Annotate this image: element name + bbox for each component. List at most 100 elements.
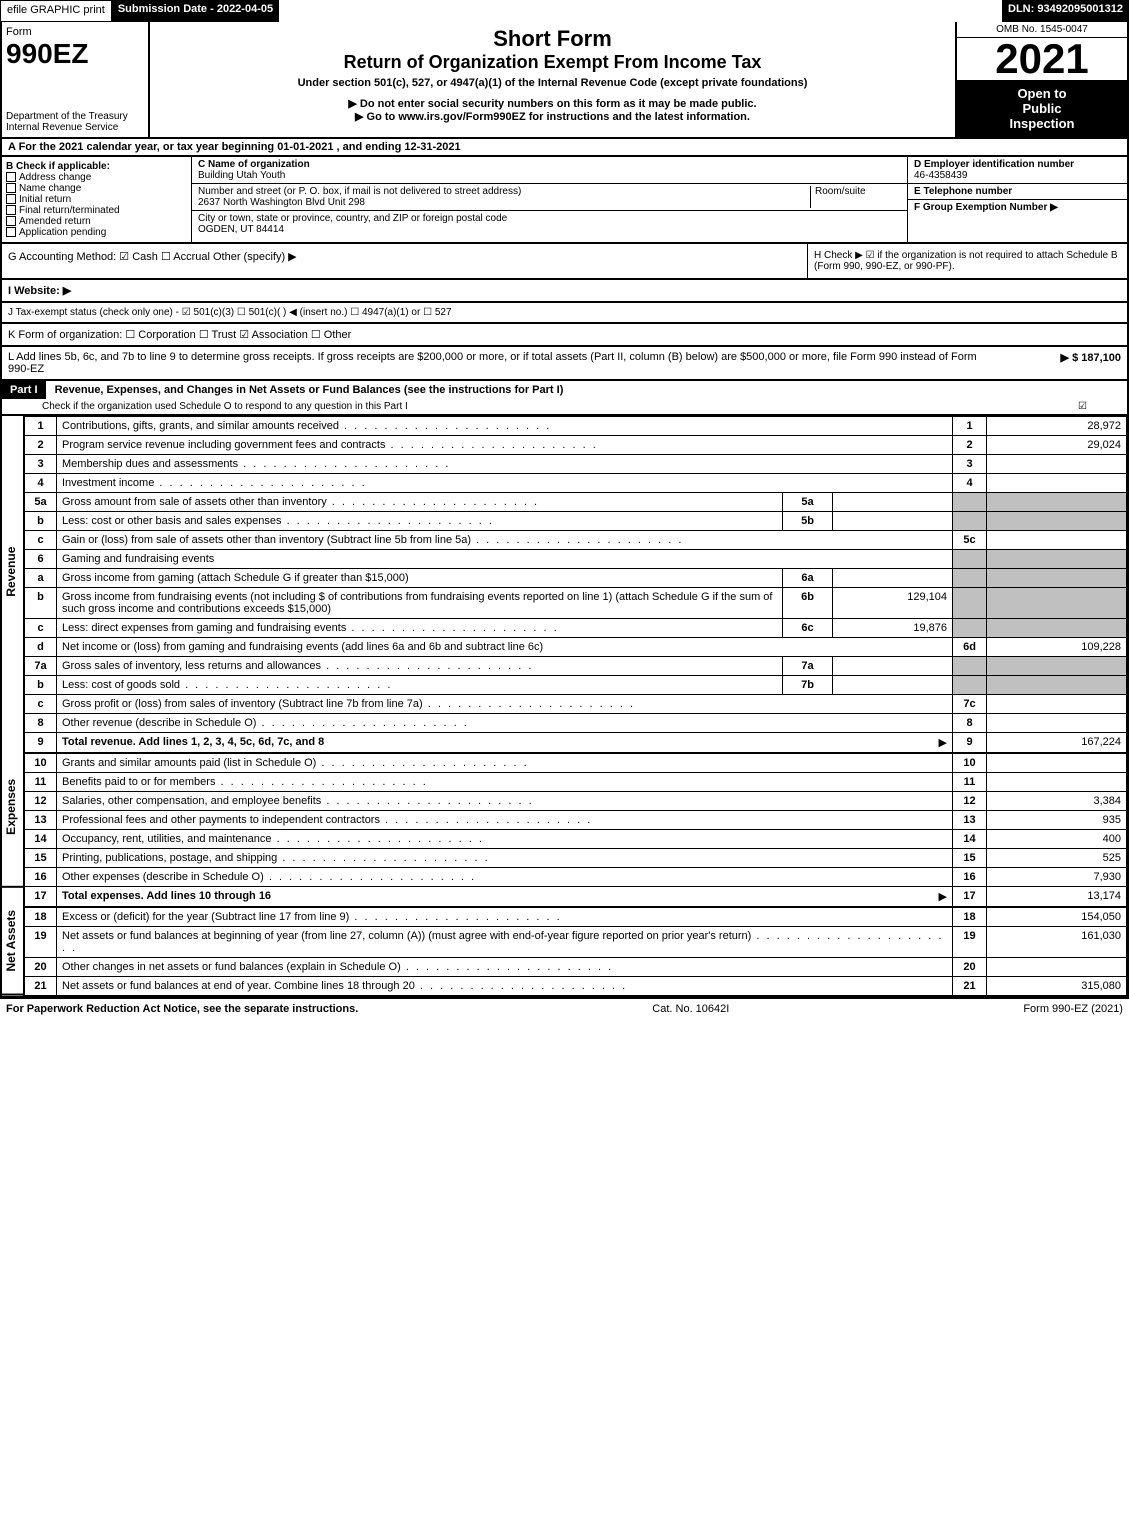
open-line2: Public xyxy=(963,101,1121,116)
line-desc: Investment income xyxy=(57,474,953,493)
line-ref: 2 xyxy=(953,436,987,455)
line-desc: Salaries, other compensation, and employ… xyxy=(57,792,953,811)
f-label: F Group Exemption Number ▶ xyxy=(914,202,1058,213)
expenses-sidelabel: Expenses xyxy=(2,728,23,888)
line-desc-bold: Total expenses. Add lines 10 through 16 xyxy=(62,890,271,902)
line-desc: Program service revenue including govern… xyxy=(57,436,953,455)
g-accounting: G Accounting Method: ☑ Cash ☐ Accrual Ot… xyxy=(2,244,807,278)
line-desc: Professional fees and other payments to … xyxy=(57,811,953,830)
footer-catno: Cat. No. 10642I xyxy=(652,1003,729,1015)
checkbox-icon[interactable] xyxy=(6,172,16,182)
l-text: L Add lines 5b, 6c, and 7b to line 9 to … xyxy=(8,351,1001,375)
line-desc: Less: direct expenses from gaming and fu… xyxy=(57,619,783,638)
line-amt xyxy=(987,773,1127,792)
shaded-cell xyxy=(987,619,1127,638)
line-ref: 17 xyxy=(953,887,987,908)
line-num: 6 xyxy=(25,550,57,569)
line-amt: 525 xyxy=(987,849,1127,868)
checkbox-icon[interactable] xyxy=(6,216,16,226)
line-amt xyxy=(987,753,1127,773)
line-num: 18 xyxy=(25,907,57,927)
org-address: 2637 North Washington Blvd Unit 298 xyxy=(198,197,365,208)
line-ref: 18 xyxy=(953,907,987,927)
line-ref: 3 xyxy=(953,455,987,474)
short-form-title: Short Form xyxy=(158,26,947,52)
line-num: 13 xyxy=(25,811,57,830)
d-label: D Employer identification number xyxy=(914,159,1074,170)
room-suite-label: Room/suite xyxy=(811,186,901,208)
shaded-cell xyxy=(953,550,987,569)
lines-table: 1Contributions, gifts, grants, and simil… xyxy=(24,416,1127,996)
line-subamt: 19,876 xyxy=(833,619,953,638)
line-num: c xyxy=(25,695,57,714)
arrow-icon: ▶ xyxy=(939,890,947,903)
goto-link[interactable]: ▶ Go to www.irs.gov/Form990EZ for instru… xyxy=(158,110,947,123)
line-num: 20 xyxy=(25,958,57,977)
line-ref: 19 xyxy=(953,927,987,958)
line-ref: 12 xyxy=(953,792,987,811)
line-desc: Gross amount from sale of assets other t… xyxy=(57,493,783,512)
line-ref: 15 xyxy=(953,849,987,868)
ein-value: 46-4358439 xyxy=(914,170,967,181)
line-amt: 109,228 xyxy=(987,638,1127,657)
line-subamt: 129,104 xyxy=(833,588,953,619)
line-subamt xyxy=(833,569,953,588)
shaded-cell xyxy=(953,512,987,531)
line-ref: 16 xyxy=(953,868,987,887)
shaded-cell xyxy=(987,493,1127,512)
line-subref: 5a xyxy=(783,493,833,512)
part-i-bar: Part I xyxy=(2,381,46,399)
shaded-cell xyxy=(987,512,1127,531)
b-opt: Name change xyxy=(19,183,81,194)
part-i-header: Part I Revenue, Expenses, and Changes in… xyxy=(0,381,1129,416)
line-amt: 154,050 xyxy=(987,907,1127,927)
c-name-label: C Name of organization xyxy=(198,159,310,170)
line-amt: 28,972 xyxy=(987,417,1127,436)
section-a: A For the 2021 calendar year, or tax yea… xyxy=(0,139,1129,157)
line-num: 12 xyxy=(25,792,57,811)
footer-formref: Form 990-EZ (2021) xyxy=(1023,1003,1123,1015)
form-header: Form 990EZ Department of the Treasury In… xyxy=(0,22,1129,139)
tax-year: 2021 xyxy=(957,38,1127,80)
line-num: 3 xyxy=(25,455,57,474)
checkbox-icon[interactable] xyxy=(6,194,16,204)
line-amt: 167,224 xyxy=(987,733,1127,754)
line-subamt xyxy=(833,493,953,512)
checkbox-icon[interactable] xyxy=(6,183,16,193)
checkbox-icon[interactable] xyxy=(6,205,16,215)
line-subref: 5b xyxy=(783,512,833,531)
line-subref: 6a xyxy=(783,569,833,588)
line-num: 9 xyxy=(25,733,57,754)
section-def: D Employer identification number 46-4358… xyxy=(907,157,1127,242)
line-ref: 6d xyxy=(953,638,987,657)
line-desc: Net assets or fund balances at beginning… xyxy=(57,927,953,958)
c-city-label: City or town, state or province, country… xyxy=(198,213,507,224)
k-form-org: K Form of organization: ☐ Corporation ☐ … xyxy=(0,324,1129,347)
line-subref: 6c xyxy=(783,619,833,638)
line-ref: 11 xyxy=(953,773,987,792)
line-ref: 20 xyxy=(953,958,987,977)
shaded-cell xyxy=(987,588,1127,619)
top-bar: efile GRAPHIC print Submission Date - 20… xyxy=(0,0,1129,22)
line-desc: Printing, publications, postage, and shi… xyxy=(57,849,953,868)
b-opt: Final return/terminated xyxy=(19,205,120,216)
line-num: 10 xyxy=(25,753,57,773)
footer-left: For Paperwork Reduction Act Notice, see … xyxy=(6,1003,358,1015)
dept-treasury: Department of the Treasury xyxy=(6,111,144,122)
line-amt: 13,174 xyxy=(987,887,1127,908)
line-desc: Gross sales of inventory, less returns a… xyxy=(57,657,783,676)
line-ref: 21 xyxy=(953,977,987,996)
line-subamt xyxy=(833,676,953,695)
line-amt: 29,024 xyxy=(987,436,1127,455)
shaded-cell xyxy=(953,619,987,638)
shaded-cell xyxy=(953,676,987,695)
line-subref: 6b xyxy=(783,588,833,619)
checkbox-icon[interactable] xyxy=(6,227,16,237)
line-desc: Gross profit or (loss) from sales of inv… xyxy=(57,695,953,714)
line-desc: Other changes in net assets or fund bala… xyxy=(57,958,953,977)
b-opt: Address change xyxy=(19,172,91,183)
line-desc: Net income or (loss) from gaming and fun… xyxy=(57,638,953,657)
line-num: 1 xyxy=(25,417,57,436)
line-desc: Less: cost of goods sold xyxy=(57,676,783,695)
efile-label[interactable]: efile GRAPHIC print xyxy=(0,0,112,22)
